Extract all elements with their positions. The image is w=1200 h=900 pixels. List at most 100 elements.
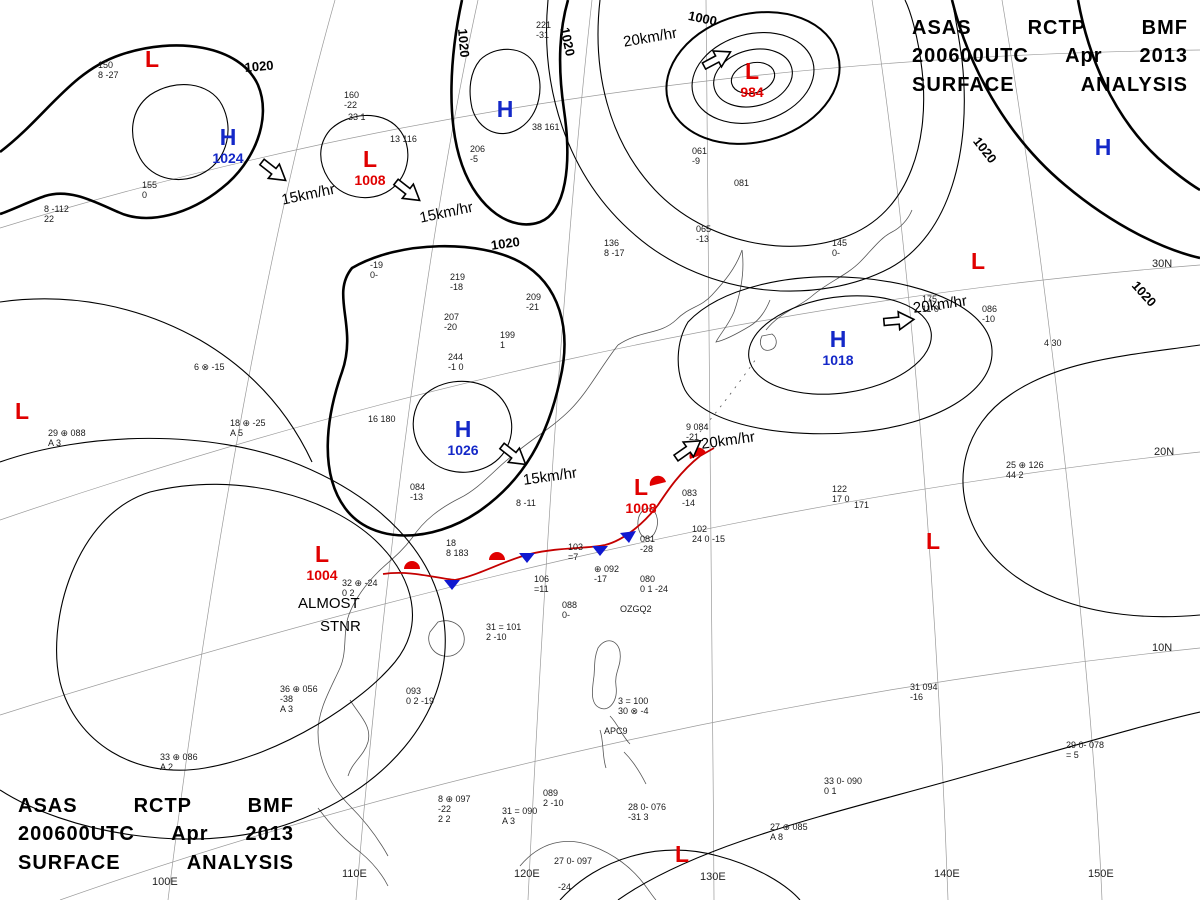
station-plot: 155 0 [142, 180, 158, 201]
pressure-center: L [926, 530, 940, 553]
station-plot: 061 -9 [692, 146, 708, 167]
station-plot: 13 116 [390, 134, 417, 144]
station-plot: 36 ⊕ 056 -38 A 3 [280, 684, 318, 715]
isobar-label: 1020 [1128, 278, 1160, 310]
station-plot: 093 0 2 -19 [406, 686, 435, 707]
pressure-center: H 1026 [447, 416, 479, 458]
pressure-center-value: 1008 [625, 500, 657, 516]
lon-label: 150E [1088, 868, 1114, 880]
pressure-center: L 1004 [306, 541, 338, 583]
isobar-label: 1020 [244, 57, 275, 75]
station-plot: 081 [734, 178, 750, 188]
wind-arrow-icon [882, 310, 916, 332]
pressure-center: H [1095, 136, 1112, 159]
pressure-center-value: 1026 [447, 442, 479, 458]
station-plot: 33 0- 090 0 1 [824, 776, 863, 797]
pressure-center-value: 1018 [822, 352, 854, 368]
station-plot: 4 30 [1044, 338, 1062, 348]
high-center-letter: H [454, 416, 472, 442]
station-plot: 219 -18 [450, 272, 466, 293]
station-plot: 160 -22 [344, 90, 360, 111]
station-plot: 28 0- 076 -31 3 [628, 802, 667, 823]
title-line2: 200600UTC Apr 2013 [912, 45, 1188, 68]
station-plot: -19 0- [370, 260, 384, 281]
annotation: ALMOST [298, 595, 360, 612]
station-plot: 089 2 -10 [543, 788, 564, 809]
station-plot: 29 0- 078 = 5 [1066, 740, 1105, 761]
station-plot: 38 161 [532, 122, 560, 132]
station-plot: 8 -112 22 [44, 204, 69, 225]
station-plot: -24 [558, 882, 572, 892]
wind-arrow-icon [672, 439, 702, 462]
low-center-letter: L [314, 541, 330, 567]
coastlines [317, 209, 913, 900]
station-plot: 3 = 100 30 ⊗ -4 [618, 696, 649, 717]
lat-label: 10N [1152, 642, 1173, 654]
pressure-center: L [675, 843, 689, 866]
high-center-letter: H [1094, 134, 1112, 160]
station-plot: 221 -31 [536, 20, 552, 41]
station-plot: 31 = 090 A 3 [502, 806, 538, 827]
pressure-center-value: 984 [740, 84, 764, 100]
station-plot: 9 084 -21 [686, 422, 709, 443]
low-center-letter: L [744, 58, 760, 84]
lon-label: 120E [514, 868, 540, 880]
low-center-letter: L [674, 841, 690, 867]
lon-label: 100E [152, 876, 178, 888]
title-line3: SURFACE ANALYSIS [18, 851, 294, 874]
station-plot: 27 0- 097 [554, 856, 593, 866]
station-plot: 25 ⊕ 126 44 2 [1006, 460, 1044, 481]
title-line2: 200600UTC Apr 2013 [18, 823, 294, 846]
lon-label: 130E [700, 871, 726, 883]
station-plot: 175 11 0- [922, 294, 942, 315]
pressure-center: L [971, 250, 985, 273]
lon-label: 110E [342, 868, 367, 880]
pressure-center-value: 1004 [306, 567, 338, 583]
station-plot: 33 ⊕ 086 A 2 [160, 752, 198, 773]
isobar-label: 1000 [686, 8, 719, 29]
station-plot: 209 -21 [526, 292, 542, 313]
station-plot: 16 180 [368, 414, 396, 424]
pressure-center: L 1008 [354, 148, 386, 188]
station-plot: 29 ⊕ 088 A 3 [48, 428, 86, 449]
isobar-label: 1020 [455, 28, 473, 59]
station-plot: 6 ⊗ -15 [194, 362, 225, 372]
annotation: STNR [320, 618, 361, 635]
station-plot: 244 -1 0 [448, 352, 464, 373]
station-plot: 080 0 1 -24 [640, 574, 669, 595]
station-plot: 33 1 [348, 112, 366, 122]
low-center-letter: L [970, 248, 986, 274]
pressure-center: L [145, 48, 159, 71]
wind-arrow-label: 15km/hr [280, 180, 337, 209]
station-plot: 207 -20 [444, 312, 460, 333]
station-plot: 084 -13 [410, 482, 426, 503]
pressure-center: L 984 [740, 58, 764, 100]
station-plot: 150 8 -27 [98, 60, 119, 81]
station-plot: 31 094 -16 [910, 682, 938, 703]
pressure-center-value: 1008 [354, 172, 386, 188]
station-plot: 065 -13 [696, 224, 712, 245]
pressure-center: L 1008 [625, 476, 657, 516]
wind-arrow-label: 20km/hr [622, 24, 679, 51]
station-plot: 206 -5 [470, 144, 486, 165]
station-plot: OZGQ2 [620, 604, 652, 614]
station-plot: 18 8 183 [446, 538, 469, 559]
station-plot: 27 ⊕ 085 A 8 [770, 822, 808, 843]
station-plot: 18 ⊕ -25 A 5 [230, 418, 266, 439]
wind-arrow-label: 15km/hr [418, 198, 475, 227]
low-center-letter: L [14, 398, 30, 424]
low-center-letter: L [144, 46, 160, 72]
station-plot: 103 =7 [568, 542, 584, 563]
low-center-letter: L [925, 528, 941, 554]
station-plot: 136 8 -17 [604, 238, 625, 259]
station-plot: 8 -11 [516, 498, 536, 508]
station-plot: 086 -10 [982, 304, 998, 325]
stationary-front [382, 447, 715, 590]
station-plot: 106 =11 [534, 574, 550, 595]
isobar-label: 1020 [557, 26, 579, 58]
high-center-letter: H [829, 326, 847, 352]
pressure-center: L [15, 400, 29, 423]
